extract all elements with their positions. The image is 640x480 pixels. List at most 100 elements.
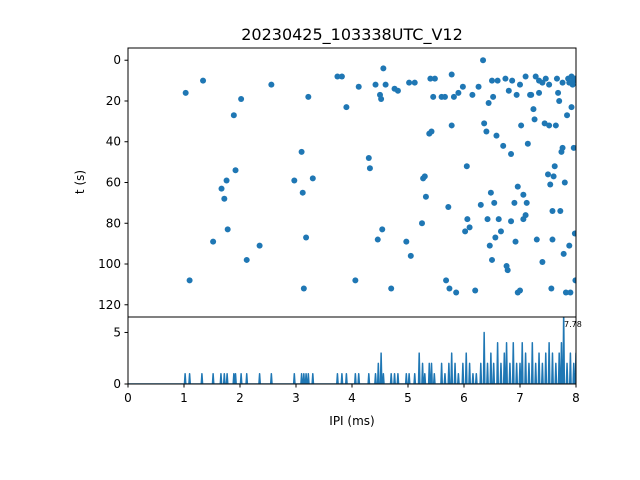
y-tick-label: 80 xyxy=(106,216,121,230)
scatter-point xyxy=(182,89,189,96)
x-tick-label: 2 xyxy=(236,391,244,405)
scatter-point xyxy=(536,89,543,96)
scatter-point xyxy=(559,79,566,86)
scatter-point xyxy=(303,234,310,241)
scatter-point xyxy=(200,77,207,84)
scatter-point xyxy=(503,263,510,270)
x-tick-label: 0 xyxy=(124,391,132,405)
scatter-point xyxy=(528,91,535,98)
x-tick-label: 3 xyxy=(292,391,300,405)
scatter-point xyxy=(561,179,568,186)
scatter-point xyxy=(502,75,509,82)
scatter-point xyxy=(243,256,250,263)
scatter-point xyxy=(570,144,576,151)
scatter-point xyxy=(466,224,473,231)
scatter-point xyxy=(549,236,556,243)
scatter-point xyxy=(539,258,546,265)
scatter-point xyxy=(446,285,453,292)
scatter-point xyxy=(445,203,452,210)
x-tick-label: 8 xyxy=(572,391,580,405)
scatter-point xyxy=(555,89,562,96)
scatter-point xyxy=(547,181,554,188)
scatter-point xyxy=(230,112,237,119)
scatter-point xyxy=(428,128,435,135)
scatter-point xyxy=(406,79,413,86)
scatter-point xyxy=(232,167,239,174)
scatter-point xyxy=(522,212,529,219)
x-tick-label: 7 xyxy=(516,391,524,405)
scatter-point xyxy=(493,132,500,139)
scatter-point xyxy=(557,208,564,215)
scatter-point xyxy=(221,195,228,202)
scatter-point xyxy=(427,75,434,82)
scatter-point xyxy=(464,216,471,223)
scatter-point xyxy=(533,236,540,243)
scatter-point xyxy=(556,97,563,104)
scatter-point xyxy=(500,142,507,149)
scatter-point xyxy=(566,79,573,86)
y-tick-label: 120 xyxy=(98,298,121,312)
scatter-point xyxy=(309,175,316,182)
scatter-point xyxy=(508,150,515,157)
scatter-point xyxy=(453,289,460,296)
scatter-point xyxy=(365,155,372,162)
scatter-point xyxy=(546,122,553,129)
scatter-point xyxy=(523,199,530,206)
scatter-point xyxy=(568,104,575,111)
scatter-point xyxy=(509,77,516,84)
scatter-point xyxy=(430,93,437,100)
scatter-point xyxy=(338,73,345,80)
scatter-point xyxy=(352,277,359,284)
scatter-point xyxy=(469,91,476,98)
scatter-point xyxy=(541,120,548,127)
scatter-point xyxy=(562,289,569,296)
scatter-point xyxy=(495,216,502,223)
chart-title: 20230425_103338UTC_V12 xyxy=(241,25,463,45)
scatter-point xyxy=(463,163,470,170)
scatter-point xyxy=(450,93,457,100)
scatter-point xyxy=(485,100,492,107)
y-tick-label: 60 xyxy=(106,176,121,190)
scatter-point xyxy=(517,287,523,294)
scatter-point xyxy=(407,252,414,259)
scatter-point xyxy=(531,116,538,123)
scatter-point xyxy=(378,95,385,102)
scatter-point xyxy=(546,81,553,88)
scatter-point xyxy=(411,79,418,86)
scatter-point xyxy=(419,220,425,227)
y-tick-label: 0 xyxy=(113,377,121,391)
scatter-point xyxy=(382,81,389,88)
scatter-point xyxy=(490,93,497,100)
scatter-point xyxy=(441,93,448,100)
ipi-histogram-line xyxy=(128,317,576,384)
scatter-point xyxy=(481,120,488,127)
scatter-point xyxy=(291,177,298,184)
scatter-point xyxy=(218,185,225,192)
scatter-point xyxy=(256,242,263,249)
scatter-point xyxy=(355,83,362,90)
scatter-point xyxy=(567,289,574,296)
scatter-point xyxy=(532,73,539,80)
scatter-point xyxy=(486,242,493,249)
scatter-point xyxy=(374,236,381,243)
scatter-point xyxy=(487,189,494,196)
scatter-point xyxy=(520,191,527,198)
scatter-point xyxy=(379,226,386,233)
scatter-point xyxy=(571,230,576,237)
scatter-point xyxy=(511,199,518,206)
scatter-point xyxy=(475,83,482,90)
scatter-point xyxy=(559,144,566,151)
scatter-point xyxy=(512,238,519,245)
scatter-point xyxy=(552,122,559,129)
scatter-point xyxy=(394,87,401,94)
x-tick-label: 4 xyxy=(348,391,356,405)
scatter-point xyxy=(524,140,531,147)
scatter-point xyxy=(491,199,498,206)
scatter-series xyxy=(182,57,576,296)
y-tick-label: 40 xyxy=(106,135,121,149)
scatter-point xyxy=(403,238,410,245)
scatter-point xyxy=(372,81,379,88)
scatter-point xyxy=(571,75,576,82)
scatter-point xyxy=(223,177,230,184)
